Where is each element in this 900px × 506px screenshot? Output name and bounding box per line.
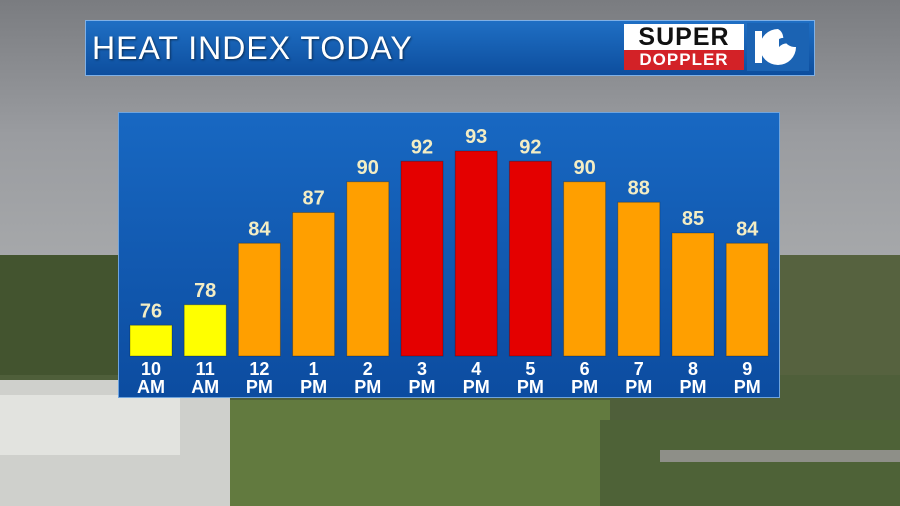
tick-label-ampm-8: PM [571,377,598,397]
tick-label-ampm-1: AM [191,377,219,397]
value-label-8: 90 [573,157,595,179]
channel-10-wave-icon [747,23,809,71]
tick-label-hour-2: 12 [249,359,269,379]
bar-10 [671,232,715,357]
chart-panel [118,112,780,398]
tick-label-ampm-3: PM [300,377,327,397]
tick-label-ampm-7: PM [517,377,544,397]
tick-label-ampm-6: PM [463,377,490,397]
value-label-7: 92 [519,136,541,158]
page-title: HEAT INDEX TODAY [92,30,413,66]
value-label-10: 85 [682,208,704,230]
logo-doppler-text: DOPPLER [624,50,744,70]
tick-label-ampm-2: PM [246,377,273,397]
bar-7 [508,160,552,357]
bar-3 [292,212,336,357]
value-label-0: 76 [140,300,162,322]
value-label-11: 84 [736,218,759,240]
tick-label-ampm-0: AM [137,377,165,397]
tick-label-hour-1: 11 [196,359,215,379]
tick-label-hour-3: 1 [309,359,319,379]
value-label-2: 84 [248,218,271,240]
bar-9 [617,201,661,357]
bar-8 [563,181,607,357]
tick-label-hour-7: 5 [525,359,535,379]
bar-5 [400,160,444,357]
value-label-3: 87 [302,188,324,210]
tick-label-hour-11: 9 [742,359,752,379]
value-label-9: 88 [628,177,650,199]
bar-0 [129,324,173,357]
logo-super-text: SUPER [624,24,744,50]
tick-label-hour-0: 10 [141,359,161,379]
bar-6 [454,150,498,357]
tick-label-hour-8: 6 [580,359,590,379]
bar-1 [183,304,227,357]
value-label-6: 93 [465,126,487,148]
bar-4 [346,181,390,357]
value-label-4: 90 [357,157,379,179]
tick-label-ampm-4: PM [354,377,381,397]
tick-label-hour-10: 8 [688,359,698,379]
tick-label-ampm-5: PM [409,377,436,397]
value-label-1: 78 [194,280,216,302]
value-label-5: 92 [411,136,433,158]
tick-label-hour-9: 7 [634,359,644,379]
tick-label-ampm-9: PM [625,377,652,397]
super-doppler-logo: SUPER DOPPLER [621,21,813,73]
tick-label-ampm-10: PM [680,377,707,397]
bar-2 [237,242,281,357]
bar-11 [725,242,769,357]
tick-label-hour-4: 2 [363,359,373,379]
tick-label-ampm-11: PM [734,377,761,397]
tick-label-hour-6: 4 [471,359,481,379]
tick-label-hour-5: 3 [417,359,427,379]
